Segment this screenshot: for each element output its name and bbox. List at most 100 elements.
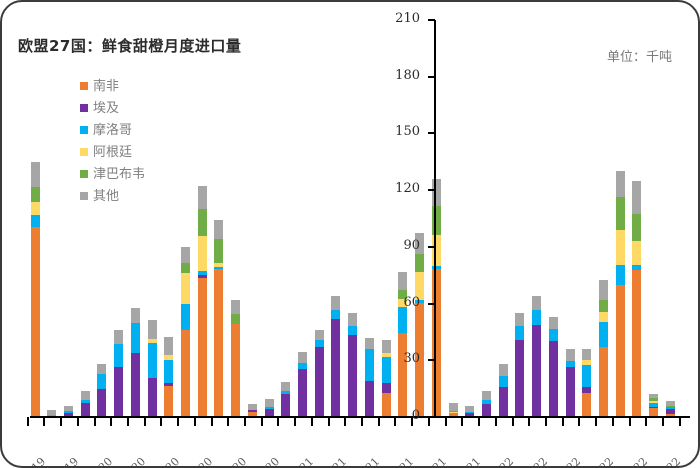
bar-segment <box>214 220 224 240</box>
x-axis-tick <box>544 417 547 426</box>
bar-segment <box>448 413 458 417</box>
bar-segment <box>30 214 40 228</box>
x-axis-tick <box>244 417 246 426</box>
bar-segment <box>598 279 608 300</box>
x-axis-tick <box>528 417 531 426</box>
legend-label: 津巴布韦 <box>93 166 146 182</box>
y-axis-tick <box>428 189 435 192</box>
bar-segment <box>231 299 241 314</box>
bar-segment <box>364 338 374 350</box>
x-axis-tick <box>678 417 681 426</box>
bar-segment <box>197 278 207 417</box>
bar-segment <box>114 329 124 344</box>
bar-segment <box>30 187 40 203</box>
bar-segment <box>398 298 408 308</box>
bar-segment <box>481 400 491 405</box>
bar-segment <box>364 349 374 381</box>
bar-jul-22 <box>582 348 592 417</box>
legend-swatch-icon <box>80 148 88 156</box>
bar-segment <box>582 360 592 366</box>
x-axis-tick <box>561 417 564 426</box>
x-axis-tick <box>60 417 63 426</box>
x-axis-tick <box>611 417 614 426</box>
bar-segment <box>214 239 224 263</box>
bar-segment <box>515 339 525 417</box>
bar-mar-21 <box>314 329 324 417</box>
legend-label: 南非 <box>93 78 120 94</box>
bar-segment <box>398 272 408 291</box>
legend-item: 埃及 <box>80 98 145 118</box>
bar-oct-21 <box>431 178 441 417</box>
bar-segment <box>214 266 224 269</box>
x-axis-tick <box>26 417 29 426</box>
bar-segment <box>632 269 642 417</box>
bar-segment <box>164 385 174 417</box>
y-tick-label: 180 <box>395 67 420 83</box>
bar-segment <box>515 313 525 326</box>
bar-segment <box>30 227 40 417</box>
bar-segment <box>114 367 124 417</box>
bar-segment <box>348 335 358 417</box>
x-axis-tick <box>193 417 196 426</box>
bar-segment <box>180 273 190 304</box>
bar-segment <box>649 402 659 407</box>
bar-segment <box>264 406 274 409</box>
x-axis-tick <box>93 417 96 426</box>
bar-aug-22 <box>598 279 608 417</box>
bar-segment <box>314 329 324 340</box>
legend-item: 阿根廷 <box>80 142 145 162</box>
bar-segment <box>615 264 625 285</box>
bar-segment <box>415 232 425 254</box>
legend-label: 埃及 <box>93 100 120 116</box>
bar-segment <box>582 386 592 394</box>
bar-segment <box>247 412 257 417</box>
x-axis-line <box>30 416 690 418</box>
bar-segment <box>431 268 441 417</box>
x-axis-tick <box>511 417 514 426</box>
y-axis-tick <box>428 416 435 418</box>
bar-segment <box>30 202 40 215</box>
bar-segment <box>197 275 207 279</box>
bar-segment <box>598 347 608 417</box>
bar-segment <box>665 400 675 406</box>
bar-segment <box>465 413 475 417</box>
bar-segment <box>415 302 425 417</box>
x-axis-tick <box>43 417 46 426</box>
bar-jul-20 <box>180 246 190 417</box>
bar-segment <box>147 320 157 339</box>
bar-segment <box>565 367 575 417</box>
bar-segment <box>97 389 107 417</box>
bar-segment <box>164 382 174 386</box>
bar-segment <box>448 402 458 412</box>
x-axis-tick <box>76 417 79 426</box>
x-axis-tick <box>110 417 113 426</box>
x-axis-tick <box>160 417 163 426</box>
y-tick-label: 60 <box>403 294 420 310</box>
x-axis-tick <box>478 417 481 426</box>
bar-segment <box>548 340 558 417</box>
y-tick-label: 0 <box>411 408 420 423</box>
unit-note: 单位：千吨 <box>606 50 672 65</box>
bar-segment <box>665 408 675 415</box>
bar-segment <box>63 411 73 414</box>
bar-nov-22 <box>649 394 659 417</box>
bar-segment <box>314 347 324 417</box>
bar-sep-22 <box>615 171 625 417</box>
bar-segment <box>582 365 592 387</box>
bar-jun-22 <box>565 349 575 417</box>
bar-segment <box>582 348 592 361</box>
bar-segment <box>197 209 207 236</box>
bar-segment <box>632 241 642 265</box>
x-axis-tick <box>277 417 280 426</box>
bar-segment <box>147 342 157 378</box>
x-axis-tick <box>628 417 631 426</box>
x-axis-tick <box>344 417 347 426</box>
bar-segment <box>615 171 625 197</box>
bar-segment <box>30 161 40 188</box>
bar-segment <box>364 380 374 417</box>
bar-sep-21 <box>415 232 425 417</box>
bar-segment <box>247 410 257 413</box>
bar-sep-20 <box>214 220 224 417</box>
y-axis-line <box>434 20 436 418</box>
